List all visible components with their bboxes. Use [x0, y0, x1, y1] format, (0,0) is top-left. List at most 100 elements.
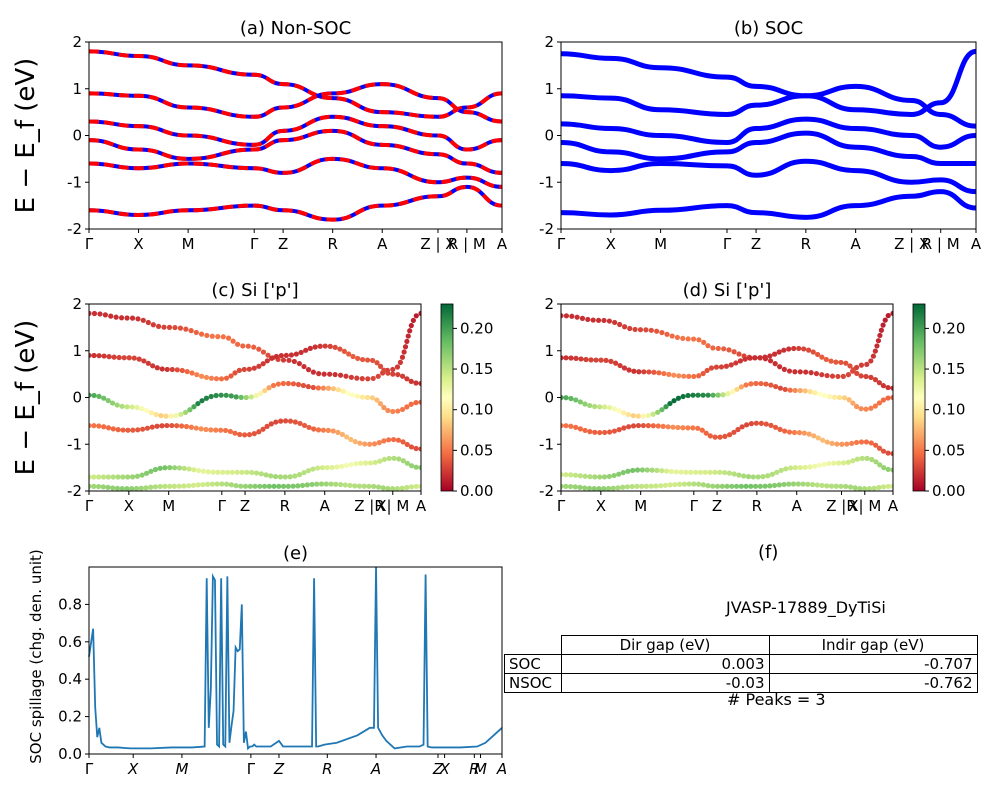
band-point — [592, 403, 598, 410]
plot-area — [561, 310, 893, 491]
band-point — [743, 382, 749, 388]
band-point — [671, 398, 677, 404]
y-tick-label: -2 — [539, 482, 554, 500]
band-point — [704, 367, 710, 374]
axes-frame — [88, 566, 503, 755]
colorbar — [440, 303, 454, 492]
band-point — [182, 409, 189, 415]
band-point — [640, 413, 646, 419]
band-point — [868, 440, 874, 446]
band-point — [857, 485, 863, 491]
band-point — [771, 482, 778, 489]
band-point — [819, 482, 825, 489]
band-point — [812, 390, 818, 396]
band-point — [306, 424, 312, 431]
band-point — [872, 348, 878, 354]
y-tick-label: 0 — [544, 127, 554, 145]
band-point — [327, 343, 333, 349]
band-point — [290, 381, 297, 387]
band-point — [829, 440, 835, 446]
band-point — [621, 324, 628, 330]
y-tick-label: 0.0 — [58, 745, 82, 763]
band-point — [374, 360, 380, 366]
band-point — [731, 349, 737, 355]
band-point — [402, 344, 409, 350]
band-point — [592, 429, 598, 435]
band-point — [786, 346, 792, 352]
band-point — [847, 484, 854, 490]
band-point — [237, 431, 243, 438]
x-tick-label: M — [654, 235, 667, 253]
band-point — [325, 385, 332, 391]
band-point — [223, 392, 229, 398]
x-tick-label: Γ — [557, 497, 566, 515]
band-point — [195, 482, 201, 488]
band-point — [277, 474, 283, 480]
band-point — [233, 394, 239, 400]
x-tick-label: M — [182, 235, 195, 253]
band-point — [271, 483, 277, 489]
band-point — [696, 481, 702, 487]
band-point — [583, 356, 589, 363]
band-point — [858, 362, 865, 368]
band-point — [408, 463, 415, 469]
band-point — [829, 373, 836, 379]
band-point — [407, 328, 413, 334]
band-point — [335, 429, 341, 435]
band-point — [285, 380, 292, 387]
band-point — [257, 483, 263, 489]
band-point — [269, 355, 275, 361]
band-point — [691, 481, 697, 487]
x-tick-label: M — [175, 760, 188, 778]
band-point — [772, 424, 779, 430]
band-point — [418, 399, 421, 405]
band-point — [224, 481, 230, 487]
y-tick-label: 0.4 — [58, 670, 82, 688]
table-header-dir: Dir gap (eV) — [560, 635, 770, 655]
band-point — [105, 397, 111, 404]
colorbar-tick-label: 0.00 — [460, 482, 493, 500]
band-point — [238, 483, 244, 489]
band-point — [395, 408, 401, 414]
band-point — [590, 317, 596, 323]
band-point — [671, 372, 677, 378]
band-point — [304, 482, 310, 488]
band-point — [870, 353, 877, 359]
band-point — [239, 469, 245, 475]
band-point — [148, 468, 154, 474]
band-point — [124, 404, 130, 410]
band-point — [334, 464, 340, 470]
band-point — [350, 353, 356, 360]
band-point — [320, 385, 326, 391]
band-point — [563, 423, 569, 429]
band-point — [868, 374, 874, 380]
band-point — [691, 373, 697, 380]
band-point — [616, 471, 622, 477]
x-tick-label: A — [496, 760, 507, 778]
band-point — [890, 467, 893, 473]
band-point — [130, 427, 136, 433]
band-point — [651, 369, 657, 375]
x-tick-label: M — [634, 497, 647, 515]
band-point — [561, 355, 564, 361]
band-point — [582, 485, 588, 491]
band-point — [859, 455, 865, 461]
band-point — [238, 394, 244, 401]
band-point — [408, 322, 414, 329]
band-point — [573, 424, 579, 430]
band-point — [820, 437, 826, 443]
band-point — [115, 474, 121, 480]
band-point — [869, 456, 875, 463]
band-point — [875, 338, 882, 344]
x-tick-label: Z | X — [420, 235, 455, 253]
band-point — [381, 456, 388, 462]
band-point — [199, 398, 205, 404]
band-point — [866, 485, 872, 491]
band-point — [337, 372, 344, 378]
band-point — [150, 363, 156, 369]
band-point — [833, 359, 839, 365]
band-point — [890, 394, 893, 401]
band-point — [190, 482, 197, 488]
band-point — [748, 483, 754, 489]
x-tick-label: A — [888, 497, 899, 515]
